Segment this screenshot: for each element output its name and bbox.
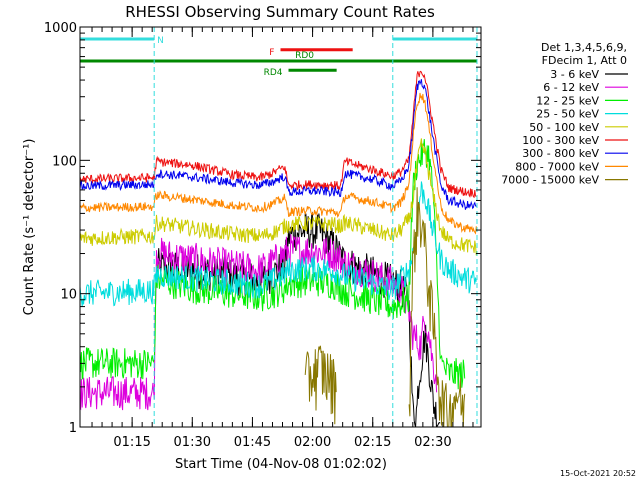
y-axis-label: Count Rate (s⁻¹ detector⁻¹) bbox=[22, 139, 37, 316]
x-tick-label: 01:30 bbox=[174, 435, 211, 450]
legend-label-1: 6 - 12 keV bbox=[543, 81, 599, 94]
x-tick-label: 01:45 bbox=[234, 435, 271, 450]
series-line-8 bbox=[304, 187, 466, 427]
x-tick-label: 02:00 bbox=[294, 435, 331, 450]
y-tick-label: 10 bbox=[60, 288, 77, 303]
plot-frame bbox=[79, 26, 482, 428]
series-line-0 bbox=[156, 211, 441, 427]
legend-header-line: FDecim 1, Att 0 bbox=[542, 54, 627, 67]
chart-title: RHESSI Observing Summary Count Rates bbox=[125, 3, 435, 21]
legend: Det 1,3,4,5,6,9,FDecim 1, Att 03 - 6 keV… bbox=[501, 41, 628, 187]
series-line-2 bbox=[80, 139, 466, 390]
axes-layer: 1 10 100 1000 01:15 01:30 01:45 02:00 02:15 02:30 bbox=[44, 21, 481, 450]
series-line-6 bbox=[80, 79, 477, 210]
series-line-1 bbox=[80, 234, 438, 411]
flag-label-3: RD0 bbox=[295, 51, 314, 61]
flags-layer: N F RD0 RD4 bbox=[80, 36, 477, 78]
y-tick-label: 1 bbox=[69, 421, 77, 436]
legend-label-6: 300 - 800 keV bbox=[522, 147, 599, 160]
flag-label-2: F bbox=[269, 48, 274, 58]
legend-header-line: Det 1,3,4,5,6,9, bbox=[541, 41, 627, 54]
x-tick-label: 02:15 bbox=[354, 435, 391, 450]
x-tick-label: 01:15 bbox=[113, 435, 150, 450]
legend-label-5: 100 - 300 keV bbox=[522, 134, 599, 147]
legend-label-2: 12 - 25 keV bbox=[536, 94, 599, 107]
legend-label-4: 50 - 100 keV bbox=[529, 121, 599, 134]
series-line-7 bbox=[80, 92, 477, 235]
y-tick-label: 100 bbox=[52, 154, 77, 169]
series-line-4 bbox=[80, 138, 477, 256]
legend-label-0: 3 - 6 keV bbox=[550, 68, 599, 81]
x-tick-label: 02:30 bbox=[414, 435, 451, 450]
legend-label-8: 7000 - 15000 keV bbox=[501, 174, 599, 187]
series-line-3 bbox=[80, 181, 477, 307]
legend-label-3: 25 - 50 keV bbox=[536, 108, 599, 121]
flag-label-0: N bbox=[157, 36, 164, 46]
flag-label-4: RD4 bbox=[264, 68, 283, 78]
legend-label-7: 800 - 7000 keV bbox=[515, 160, 599, 173]
series-layer bbox=[80, 70, 477, 427]
series-line-5 bbox=[80, 70, 477, 199]
y-tick-label: 1000 bbox=[44, 21, 77, 36]
x-axis-label: Start Time (04-Nov-08 01:02:02) bbox=[175, 457, 387, 472]
timestamp: 15-Oct-2021 20:52 bbox=[560, 469, 636, 478]
